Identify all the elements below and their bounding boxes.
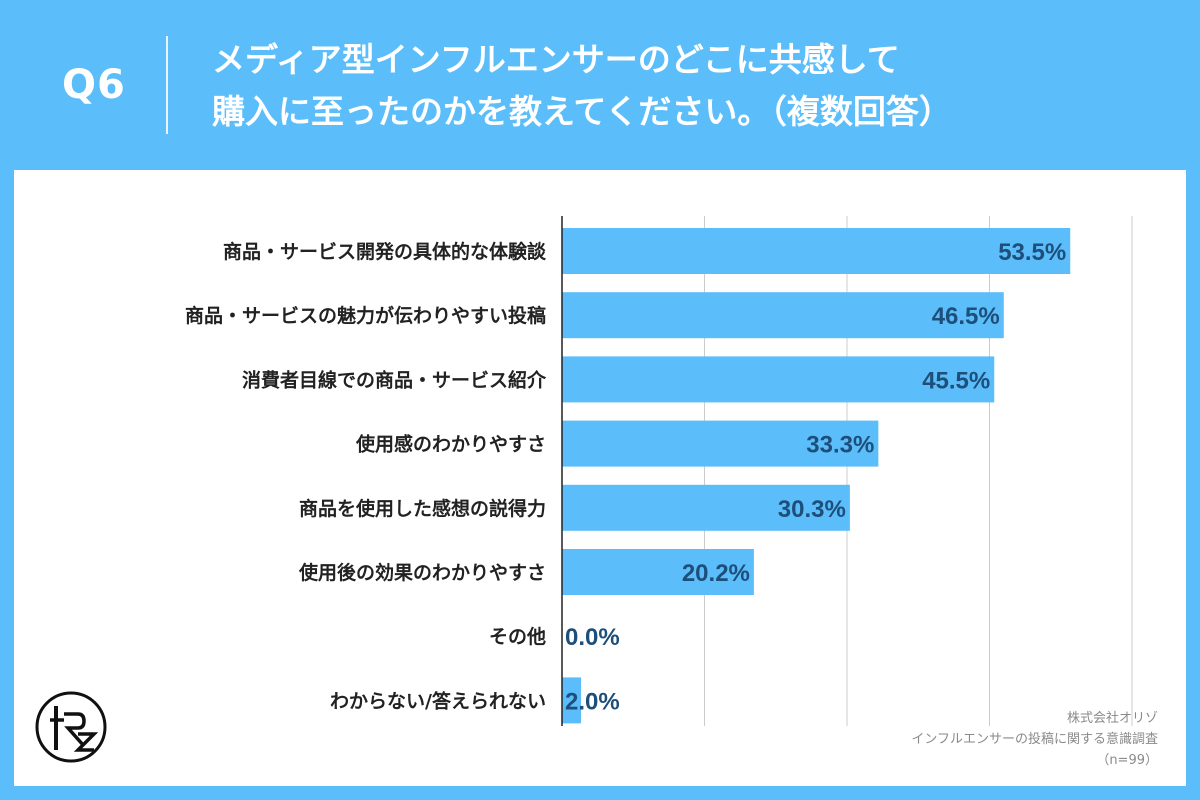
chart-panel: 商品・サービス開発の具体的な体験談 53.5% 商品・サービスの魅力が伝わりやすい投…: [14, 170, 1186, 786]
bar: [562, 549, 754, 595]
credit-sample: （n=99）: [1096, 753, 1158, 768]
value-label: 33.3%: [806, 432, 874, 459]
value-label: 46.5%: [932, 303, 1000, 330]
category-label: 商品・サービス開発の具体的な体験談: [223, 240, 547, 263]
credit-survey: インフルエンサーの投稿に関する意識調査: [911, 732, 1158, 747]
bar: [562, 356, 995, 403]
question-number: Q6: [62, 62, 126, 108]
category-label: 消費者目線での商品・サービス紹介: [242, 368, 547, 391]
header-divider: [166, 36, 168, 134]
value-label: 0.0%: [565, 624, 620, 651]
category-label: わからない/答えられない: [330, 689, 546, 712]
question-title-line-1: メディア型インフルエンサーのどこに共感して: [212, 40, 900, 79]
bar: [562, 484, 850, 531]
category-label: 商品を使用した感想の説得力: [299, 497, 546, 520]
question-title: メディア型インフルエンサーのどこに共感して 購入に至ったのかを教えてください。（…: [212, 34, 1172, 138]
value-label: 2.0%: [565, 688, 620, 715]
question-header: Q6 メディア型インフルエンサーのどこに共感して 購入に至ったのかを教えてくださ…: [0, 0, 1200, 168]
category-label: 商品・サービスの魅力が伝わりやすい投稿: [185, 304, 546, 327]
value-label: 53.5%: [998, 239, 1066, 266]
bar: [562, 677, 581, 724]
value-label: 30.3%: [778, 496, 846, 523]
bar-chart: 商品・サービス開発の具体的な体験談 53.5% 商品・サービスの魅力が伝わりやすい投…: [185, 216, 1133, 726]
survey-credit: 株式会社オリゾ インフルエンサーの投稿に関する意識調査 （n=99）: [911, 708, 1158, 771]
orizo-logo: [35, 691, 107, 763]
bar: [562, 292, 1004, 339]
credit-company: 株式会社オリゾ: [1066, 711, 1158, 726]
bar: [562, 420, 879, 467]
value-label: 20.2%: [682, 560, 750, 587]
category-label: その他: [489, 625, 546, 648]
question-title-line-2: 購入に至ったのかを教えてください。（複数回答）: [212, 92, 952, 131]
category-label: 使用感のわかりやすさ: [355, 433, 546, 456]
category-label: 使用後の効果のわかりやすさ: [298, 561, 546, 584]
bar: [562, 228, 1071, 274]
value-label: 45.5%: [922, 367, 990, 394]
